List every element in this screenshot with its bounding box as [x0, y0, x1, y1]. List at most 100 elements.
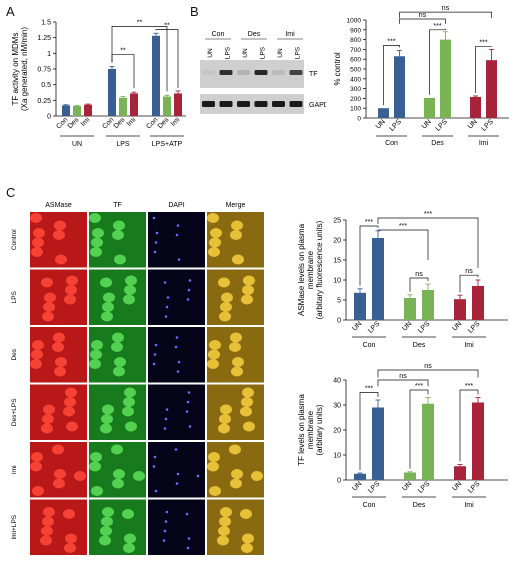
bar	[163, 96, 171, 116]
group-label: UN	[72, 141, 82, 148]
cell	[44, 292, 56, 303]
chart-c-asmase-levels: 0 5 10 15 20 25 ASMase levels on plasma membran…	[297, 211, 508, 349]
bar	[470, 96, 481, 118]
bar	[454, 466, 466, 480]
gapdh-band	[202, 101, 215, 107]
cell	[40, 535, 52, 546]
cell	[112, 478, 124, 489]
cell	[232, 357, 244, 367]
category-label: UN	[401, 480, 413, 492]
cell	[210, 228, 222, 238]
cell	[41, 277, 53, 288]
significance-label: ***	[424, 211, 432, 218]
dapi-nucleus	[166, 296, 170, 299]
significance-bracket	[359, 225, 379, 286]
micrograph-column-label: ASMase	[45, 202, 72, 209]
micrograph-cell	[148, 327, 205, 383]
bar	[84, 104, 92, 116]
micrograph-row-label: LPS	[11, 290, 18, 303]
significance-label: ***	[365, 386, 373, 393]
dapi-nucleus	[196, 474, 200, 478]
significance-bracket	[399, 18, 446, 24]
significance-bracket	[399, 11, 492, 19]
y-tick-label: 900	[350, 27, 361, 34]
y-tick-label: 700	[350, 47, 361, 54]
dapi-nucleus	[152, 216, 156, 220]
group-label: LPS	[116, 141, 130, 148]
category-label: LPS	[481, 118, 496, 133]
tf-band	[219, 70, 233, 75]
dapi-nucleus	[186, 400, 190, 404]
cell	[221, 292, 233, 303]
micrograph-tile	[207, 384, 264, 440]
significance-label: ns	[399, 373, 407, 380]
cell	[111, 342, 123, 352]
bar	[472, 286, 484, 320]
cell	[65, 533, 77, 544]
cell	[54, 469, 66, 479]
cell	[42, 414, 54, 424]
bar	[472, 402, 484, 480]
micrograph-cell	[89, 327, 146, 383]
cell	[55, 357, 67, 367]
y-axis-label: (arbitary fluorescence units)	[315, 220, 324, 319]
y-tick-label: 10	[333, 278, 341, 285]
dapi-nucleus	[155, 231, 159, 235]
y-axis-label: membrane	[306, 410, 315, 449]
tf-band	[254, 70, 268, 75]
cell	[91, 486, 103, 496]
category-label: Imi	[80, 116, 92, 128]
micrograph-cell	[207, 212, 264, 268]
cell	[113, 366, 125, 377]
cell	[91, 340, 103, 350]
cell	[42, 516, 54, 527]
bar	[404, 298, 416, 320]
dapi-nucleus	[175, 233, 179, 237]
dapi-nucleus	[152, 362, 156, 366]
micrograph-tile	[148, 442, 205, 498]
cell	[243, 421, 255, 432]
tf-band	[237, 70, 250, 75]
category-label: UN	[451, 320, 463, 332]
category-label: LPS	[367, 320, 382, 335]
micrograph-cell	[30, 442, 87, 498]
dapi-nucleus	[154, 343, 158, 347]
cell	[53, 230, 65, 240]
cell	[231, 469, 243, 479]
cell	[92, 228, 104, 238]
significance-label: **	[120, 48, 126, 55]
bar	[152, 35, 160, 116]
group-label: Con	[363, 502, 376, 509]
bar	[422, 403, 434, 480]
cell	[54, 220, 66, 231]
dapi-nucleus	[165, 305, 169, 309]
cell	[241, 543, 253, 553]
panel-letter-a: A	[6, 4, 15, 19]
dapi-nucleus	[163, 529, 167, 533]
dapi-nucleus	[188, 279, 192, 282]
dapi-nucleus	[185, 410, 189, 413]
panel-letter-c: C	[6, 185, 16, 200]
cell	[124, 387, 136, 398]
bar	[404, 472, 416, 480]
cell	[240, 406, 252, 417]
dapi-nucleus	[176, 224, 180, 227]
dapi-nucleus	[164, 417, 168, 421]
y-tick-label: 0.75	[37, 67, 51, 74]
micrograph-cell	[30, 327, 87, 383]
cell	[74, 471, 86, 481]
micrograph-row-label: Imi	[11, 465, 18, 474]
cell	[113, 220, 125, 231]
y-tick-label: 40	[333, 378, 341, 385]
dapi-nucleus	[162, 539, 166, 542]
cell	[242, 387, 254, 398]
cell	[125, 421, 137, 432]
cell	[241, 397, 253, 407]
micrograph-cell	[207, 327, 264, 383]
y-tick-label: 0	[357, 116, 361, 123]
bar	[174, 93, 182, 116]
significance-label: ns	[415, 271, 423, 278]
group-label: LPS+ATP	[152, 141, 183, 148]
bar	[378, 108, 389, 118]
significance-bracket	[155, 29, 179, 88]
